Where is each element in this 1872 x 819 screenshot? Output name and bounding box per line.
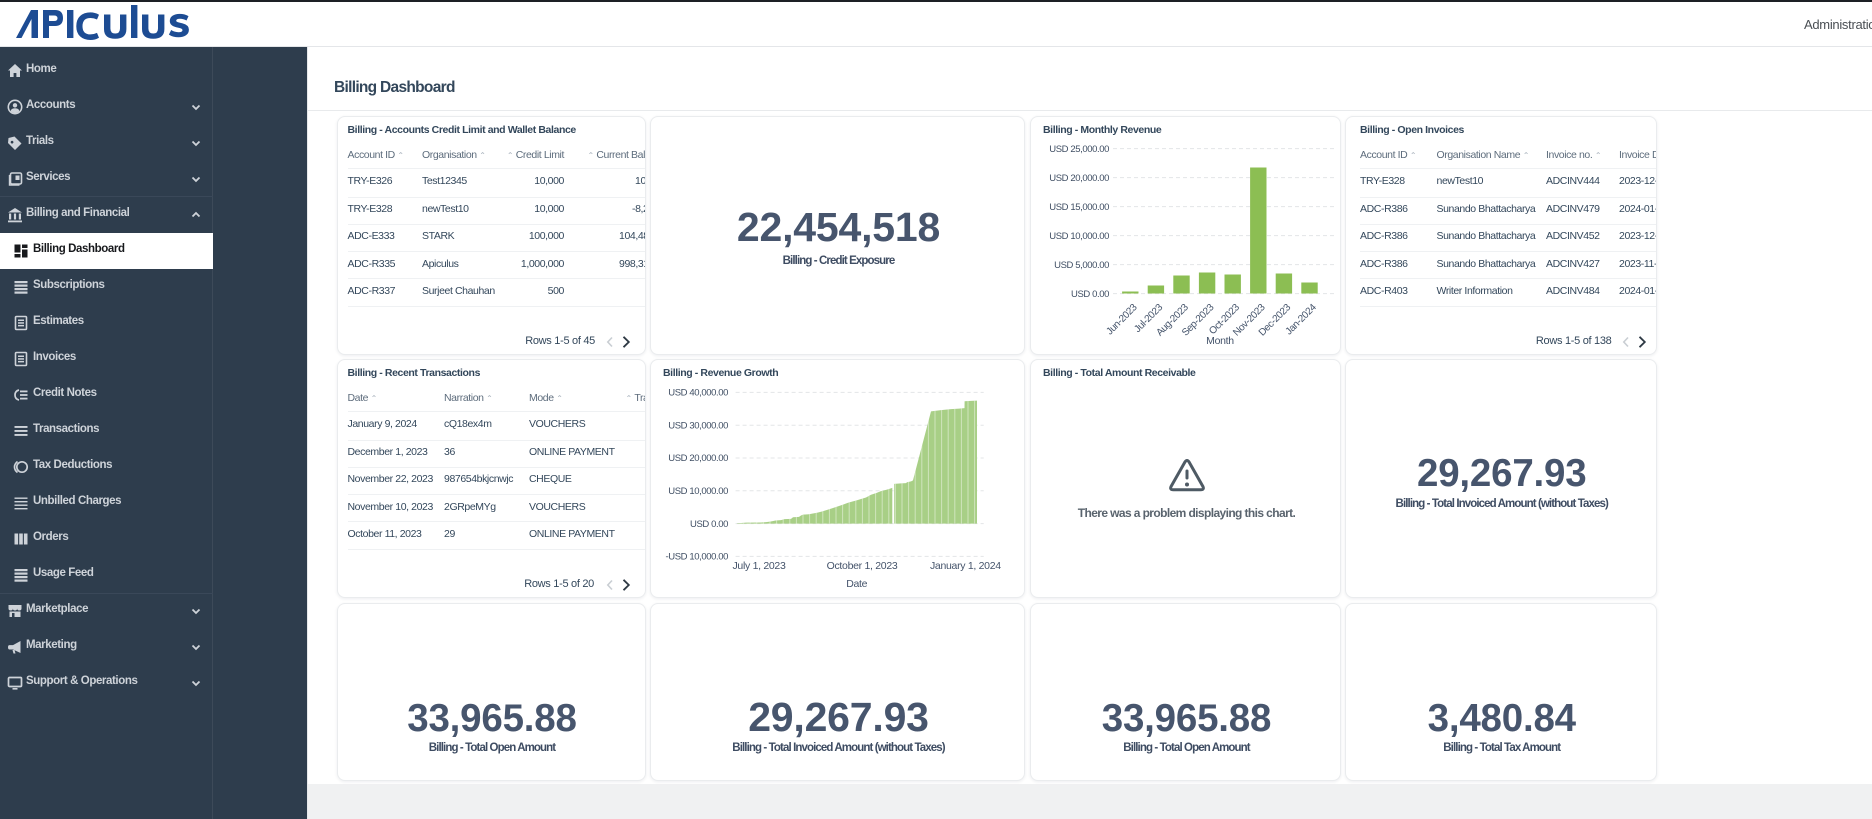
svg-text:USD 15,000.00: USD 15,000.00 — [1049, 202, 1109, 213]
svg-text:-USD 10,000.00: -USD 10,000.00 — [665, 552, 728, 563]
svg-text:Month: Month — [1206, 335, 1234, 347]
svg-text:USD 0.00: USD 0.00 — [690, 519, 728, 530]
svg-text:USD 20,000.00: USD 20,000.00 — [668, 453, 728, 464]
svg-text:USD 25,000.00: USD 25,000.00 — [1049, 144, 1109, 155]
svg-text:USD 5,000.00: USD 5,000.00 — [1054, 260, 1109, 271]
svg-text:July 1, 2023: July 1, 2023 — [732, 560, 785, 572]
svg-text:USD 40,000.00: USD 40,000.00 — [668, 388, 728, 399]
svg-text:USD 10,000.00: USD 10,000.00 — [1049, 231, 1109, 242]
svg-text:January 1, 2024: January 1, 2024 — [930, 560, 1001, 572]
svg-text:October 1, 2023: October 1, 2023 — [827, 560, 898, 572]
svg-text:USD 10,000.00: USD 10,000.00 — [668, 486, 728, 497]
svg-text:USD 0.00: USD 0.00 — [1071, 289, 1109, 300]
svg-text:USD 20,000.00: USD 20,000.00 — [1049, 173, 1109, 184]
svg-text:Jun-2023: Jun-2023 — [1104, 302, 1140, 338]
svg-text:Date: Date — [846, 578, 867, 590]
svg-text:USD 30,000.00: USD 30,000.00 — [668, 420, 728, 431]
